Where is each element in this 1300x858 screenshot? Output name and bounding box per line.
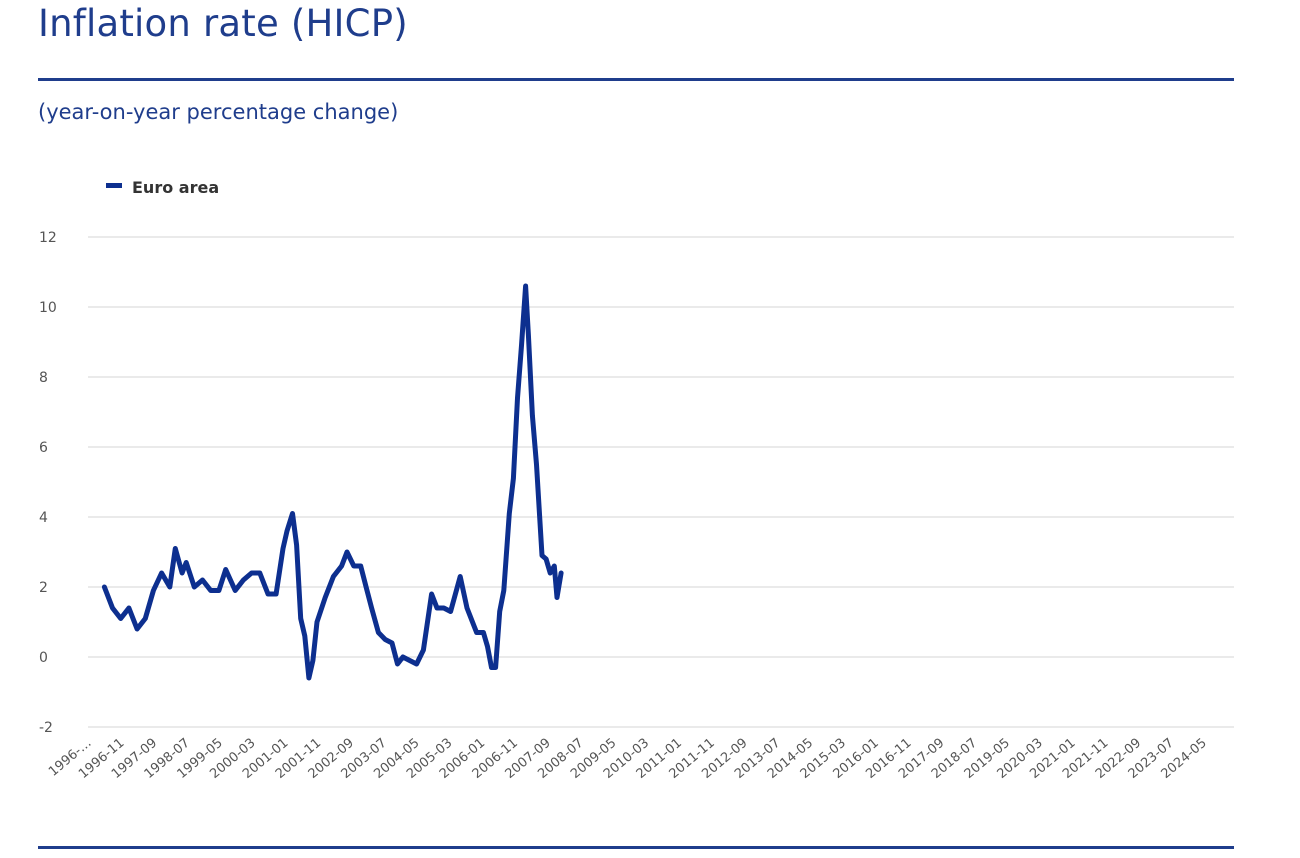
page-subtitle: (year-on-year percentage change)	[38, 100, 399, 124]
series	[101, 283, 564, 681]
y-tick-label: 2	[39, 580, 48, 596]
series-line-euro-area	[101, 283, 564, 681]
grid	[88, 236, 1234, 728]
legend-swatch	[106, 183, 122, 188]
y-tick-label: -2	[39, 720, 53, 736]
top-divider	[38, 78, 1234, 81]
y-tick-label: 4	[39, 510, 48, 526]
y-tick-label: 8	[39, 370, 48, 386]
y-axis: -2 0 2 4 6 8 10 12	[39, 230, 57, 736]
y-tick-label: 0	[39, 650, 48, 666]
x-axis: 1996-…1996-111997-091998-071999-052000-0…	[46, 736, 1210, 782]
y-tick-label: 6	[39, 440, 48, 456]
y-tick-label: 12	[39, 230, 57, 246]
y-tick-label: 10	[39, 300, 57, 316]
page-title: Inflation rate (HICP)	[38, 2, 408, 45]
legend: Euro area	[106, 178, 219, 197]
legend-label: Euro area	[132, 178, 219, 197]
bottom-divider	[38, 846, 1234, 849]
